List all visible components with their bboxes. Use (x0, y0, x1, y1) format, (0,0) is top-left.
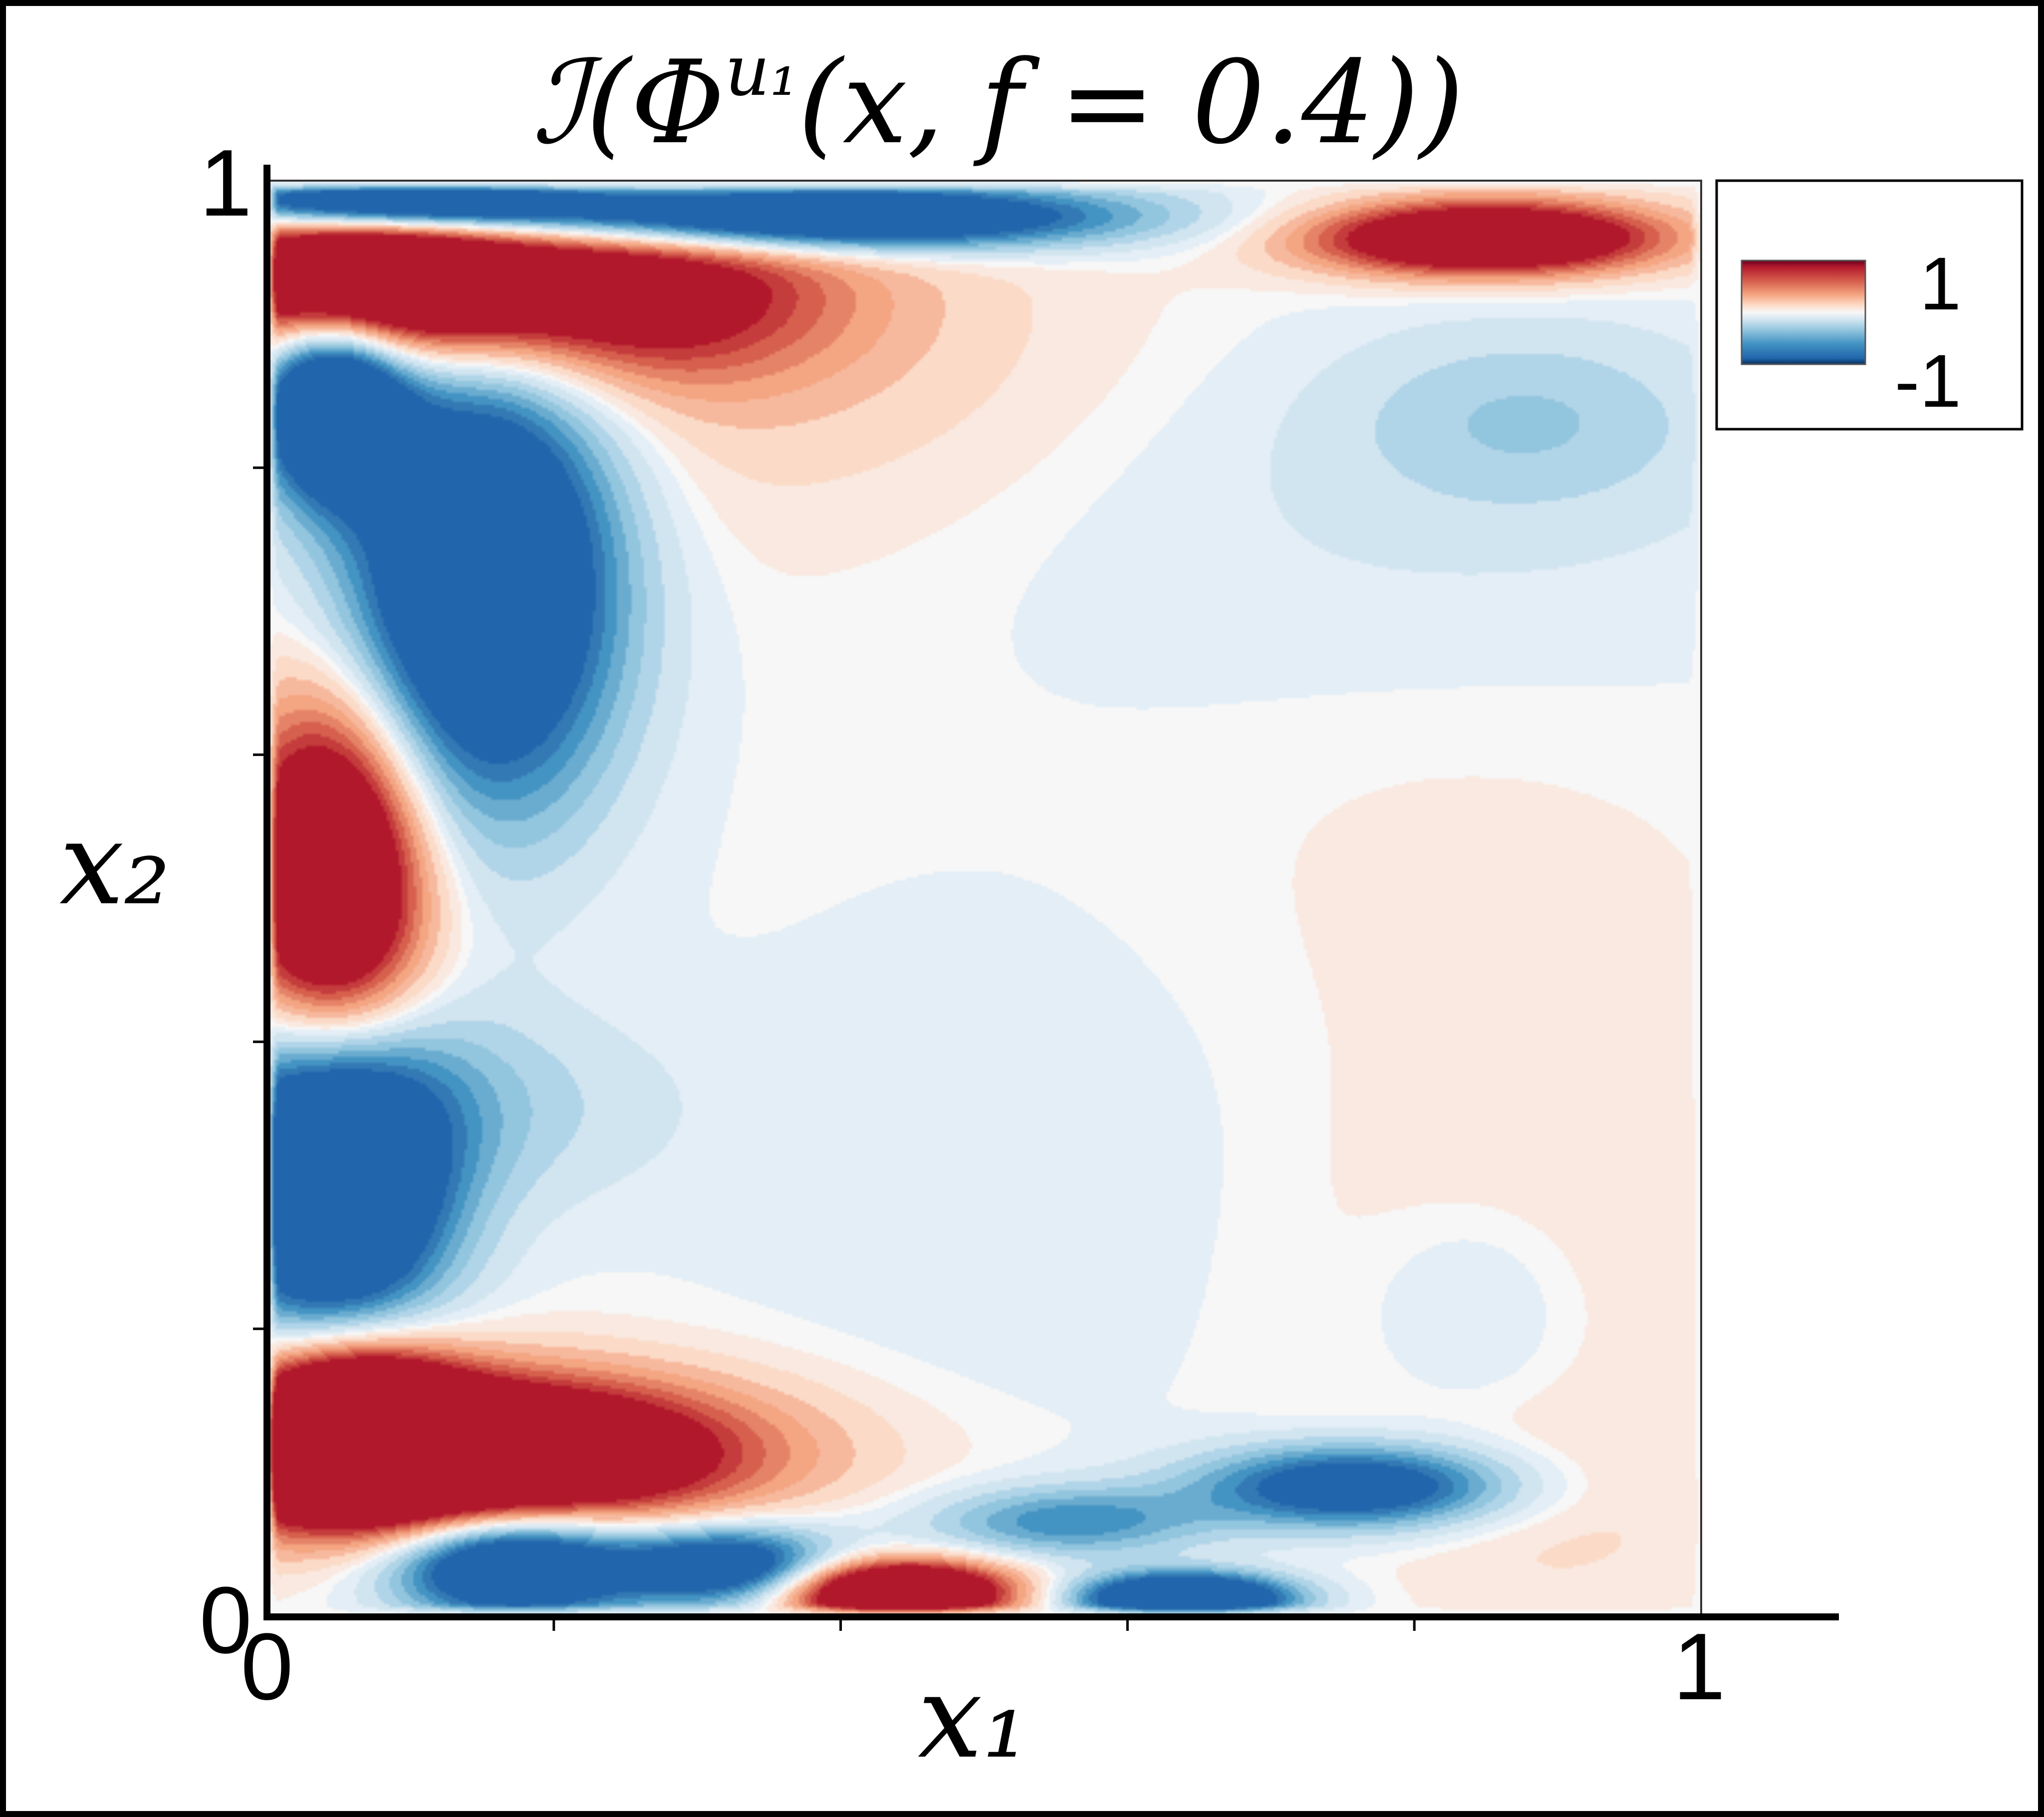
colorbar-max-label: 1 (1920, 242, 1961, 325)
colorbar-legend: 1 -1 (1715, 179, 2024, 431)
chart-title-rest: (x, f = 0.4)) (798, 36, 1464, 170)
y-tick-label-0: 0 (199, 1567, 252, 1673)
y-axis-label: x₂ (59, 797, 170, 931)
heatmap-field (267, 181, 1701, 1616)
colorbar-min-label: -1 (1895, 339, 1961, 423)
x-minor-ticks (552, 1617, 1416, 1631)
x-tick-label-0: 0 (241, 1614, 293, 1720)
colorbar-gradient (1741, 260, 1866, 365)
x-tick-label-1: 1 (1673, 1614, 1726, 1720)
y-minor-ticks (253, 466, 267, 1330)
chart-title-main: ℐ(Φ (532, 36, 725, 170)
chart-title: ℐ(Φu₁(x, f = 0.4)) (532, 30, 1464, 170)
chart-title-superscript: u₁ (725, 30, 798, 112)
x-axis-label: x₁ (918, 1651, 1028, 1784)
y-tick-label-1: 1 (199, 130, 252, 236)
